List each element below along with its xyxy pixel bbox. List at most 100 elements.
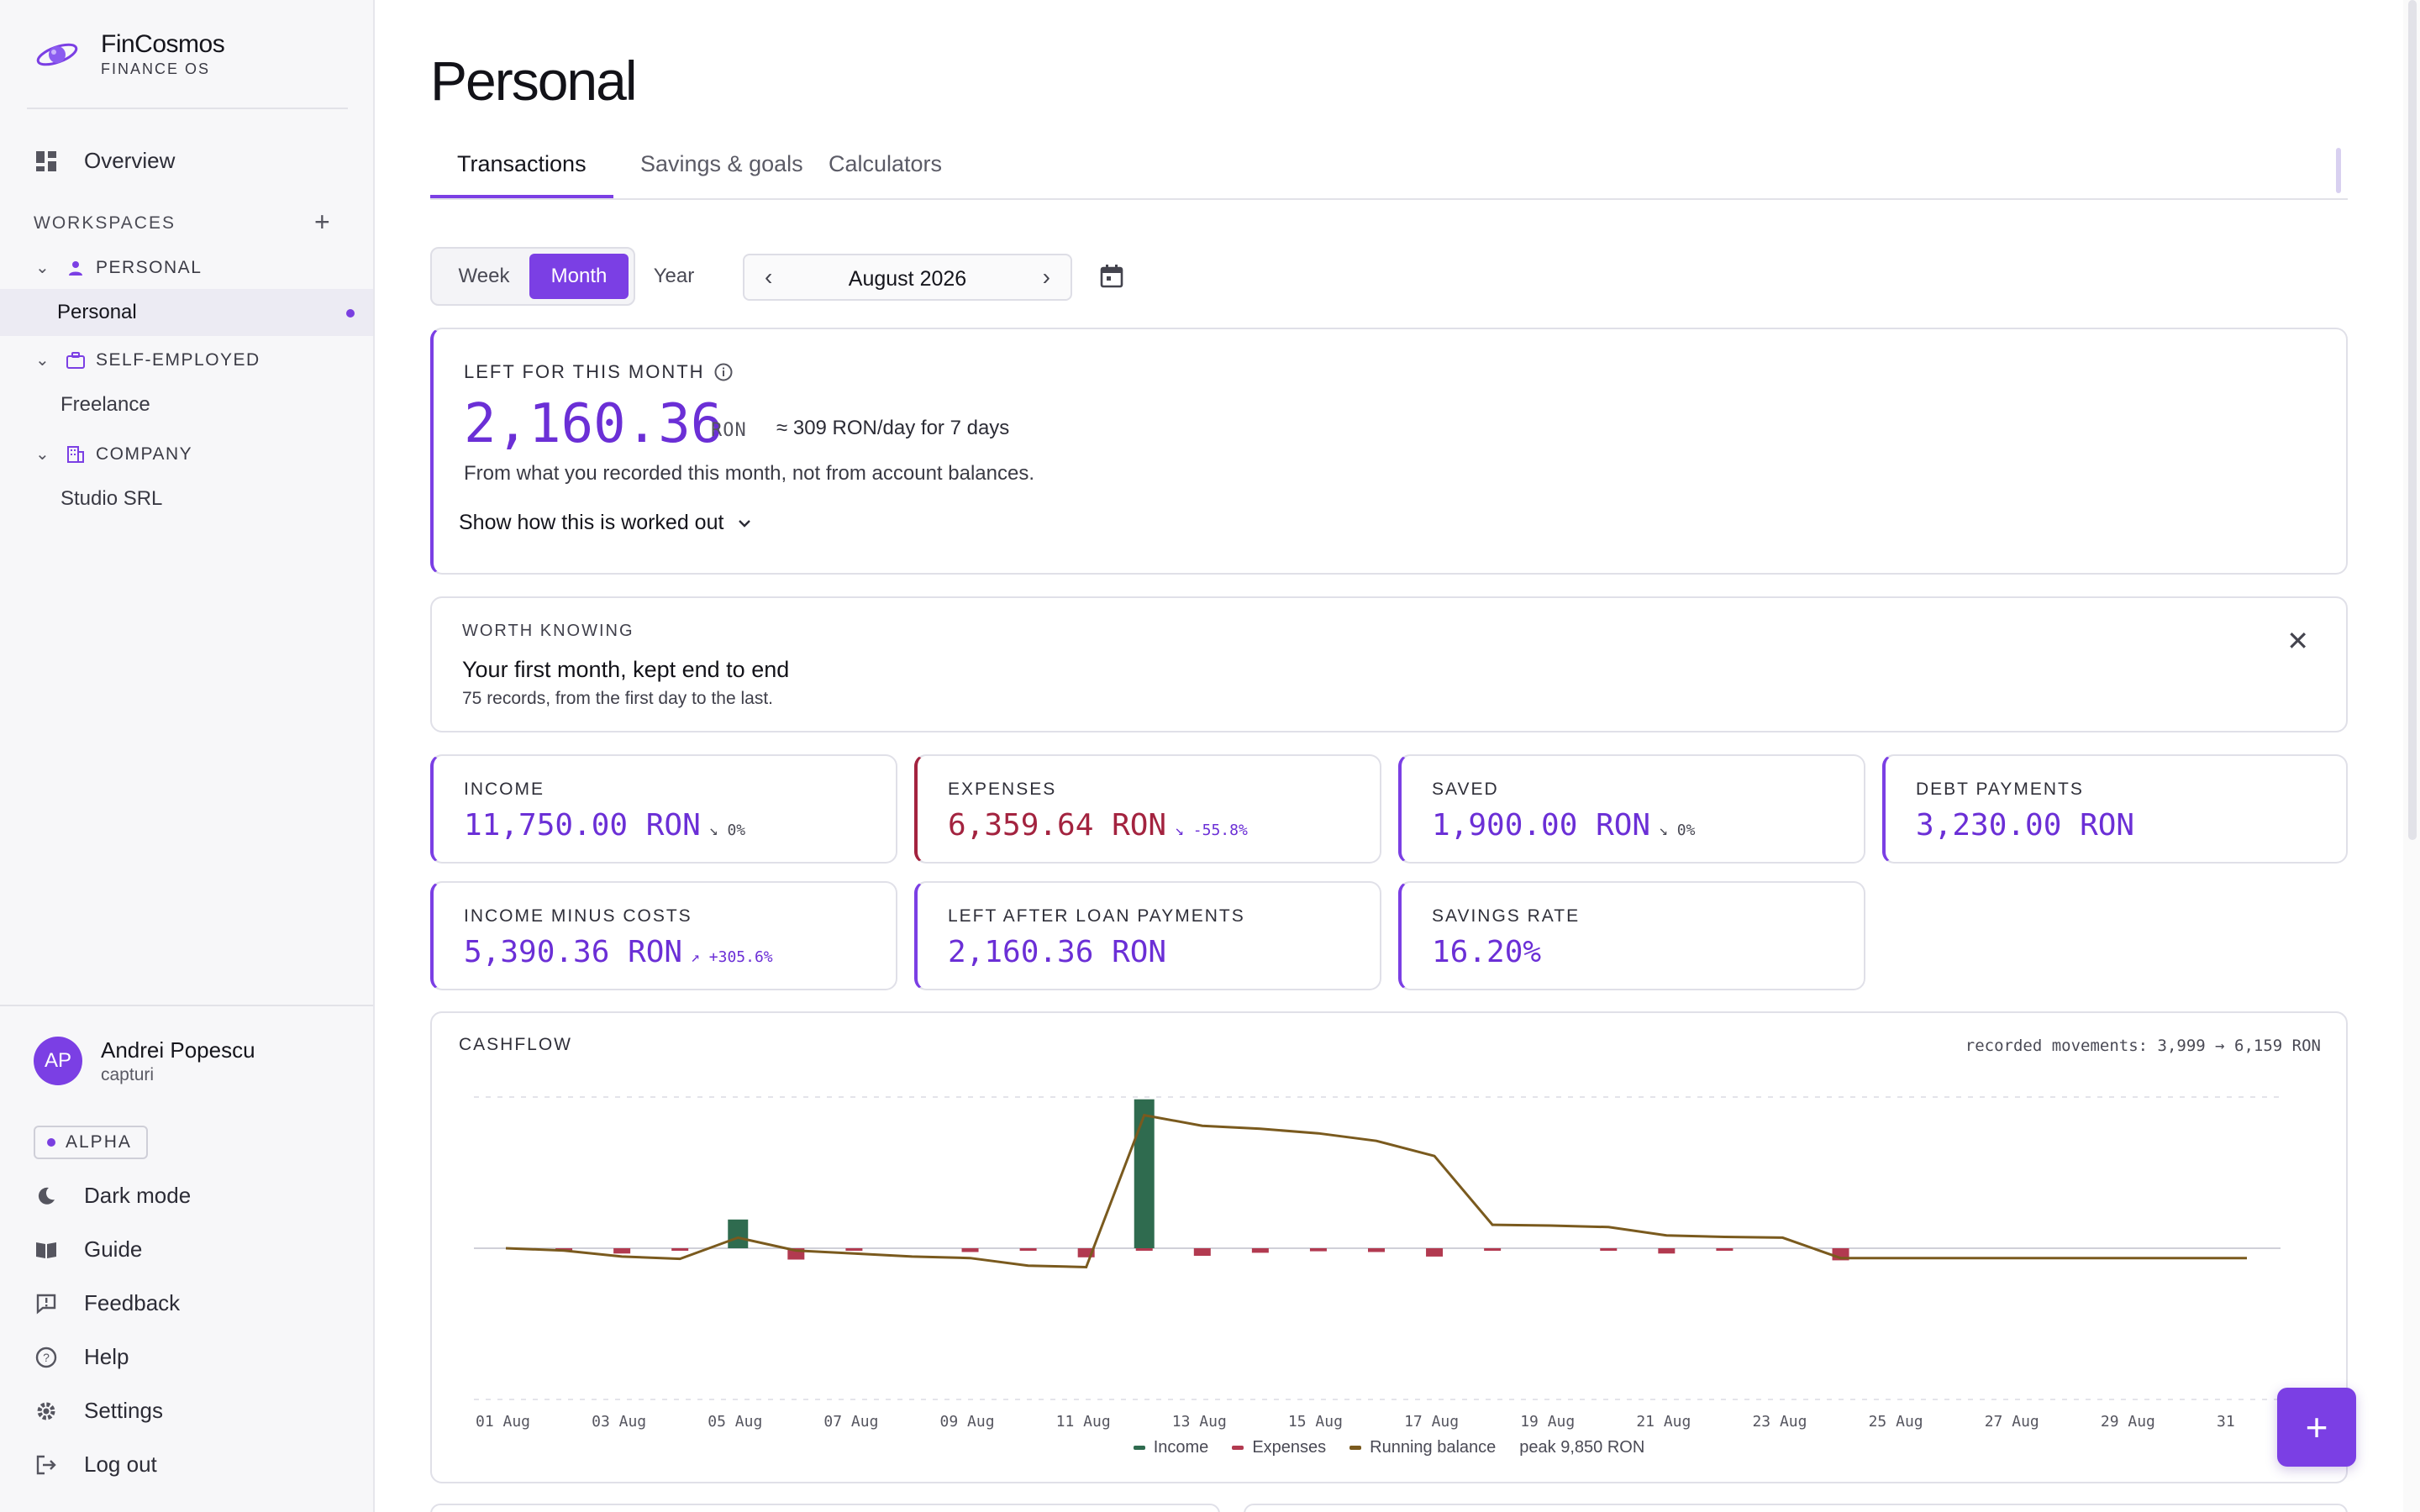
badge-dot [47, 1138, 55, 1147]
svg-text:?: ? [43, 1351, 50, 1364]
x-tick-label: 29 Aug [2101, 1413, 2155, 1431]
nav-help[interactable]: ? Help [34, 1344, 129, 1370]
cashflow-card: CASHFLOW recorded movements: 3,999 → 6,1… [430, 1011, 2348, 1483]
calendar-icon[interactable] [1099, 264, 1124, 289]
help-label: Help [84, 1344, 129, 1369]
group-personal-label: PERSONAL [96, 257, 203, 277]
dark-mode-label: Dark mode [84, 1183, 192, 1208]
year-option[interactable]: Year [653, 265, 695, 287]
chart-title: CASHFLOW [459, 1035, 573, 1054]
expense-bar [1135, 1248, 1153, 1251]
next-card-peek [1244, 1504, 2348, 1512]
legend-swatch [1232, 1446, 1244, 1450]
building-icon [67, 445, 84, 463]
nav-feedback[interactable]: Feedback [34, 1290, 180, 1316]
group-company[interactable]: ⌄ COMPANY [35, 444, 192, 465]
stat-label: SAVED [1432, 780, 1499, 799]
gear-icon [34, 1399, 59, 1424]
stat-change: ↘ 0% [708, 822, 746, 839]
nav-overview[interactable]: Overview [34, 148, 175, 174]
stat-value: 11,750.00 RON ↘ 0% [464, 808, 745, 843]
user-subtitle: capturi [101, 1064, 155, 1084]
left-explanation: From what you recorded this month, not f… [464, 462, 1034, 485]
expense-bar [1193, 1248, 1211, 1256]
sidebar: FinCosmos FINANCE OS Overview WORKSPACES… [0, 0, 375, 1512]
income-bar [1134, 1099, 1155, 1248]
x-tick-label: 27 Aug [1985, 1413, 2039, 1431]
logout-label: Log out [84, 1452, 157, 1477]
stat-debt-payments: DEBT PAYMENTS 3,230.00 RON [1882, 754, 2348, 864]
chart-annotation: recorded movements: 3,999 → 6,159 RON [1965, 1037, 2321, 1055]
stat-saved: SAVED 1,900.00 RON ↘ 0% [1398, 754, 1865, 864]
tab-savings-goals[interactable]: Savings & goals [640, 151, 803, 176]
stat-value: 5,390.36 RON ↗ +305.6% [464, 935, 773, 969]
x-tick-label: 21 Aug [1636, 1413, 1691, 1431]
stat-value-text: 6,359.64 RON [948, 808, 1167, 843]
prev-period-button[interactable]: ‹ [765, 264, 773, 290]
legend-income[interactable]: Income [1133, 1438, 1209, 1457]
help-icon: ? [34, 1345, 59, 1370]
x-tick-label: 05 Aug [708, 1413, 762, 1431]
book-icon [34, 1237, 59, 1263]
nav-logout[interactable]: Log out [34, 1452, 157, 1478]
legend-expenses[interactable]: Expenses [1232, 1438, 1326, 1457]
month-option[interactable]: Month [529, 254, 629, 299]
tab-transactions[interactable]: Transactions [457, 151, 587, 176]
main-content: Personal Transactions Savings & goals Ca… [375, 0, 2420, 1512]
x-tick-label: 09 Aug [940, 1413, 995, 1431]
scrollbar-thumb[interactable] [2408, 0, 2417, 840]
feedback-label: Feedback [84, 1290, 181, 1315]
expense-bar [1251, 1248, 1269, 1253]
add-workspace-button[interactable]: + [314, 207, 330, 237]
next-period-button[interactable]: › [1042, 264, 1050, 290]
nav-settings[interactable]: Settings [34, 1398, 163, 1424]
active-tab-indicator [430, 195, 613, 198]
workspace-item-studio-srl[interactable]: Studio SRL [60, 487, 163, 510]
peak-label: peak 9,850 RON [1519, 1438, 1645, 1457]
legend-running-balance[interactable]: Running balance [1349, 1438, 1496, 1457]
week-option[interactable]: Week [458, 265, 510, 287]
user-profile[interactable]: AP Andrei Popescu capturi [34, 1037, 255, 1085]
brand-name: FinCosmos [101, 30, 225, 58]
period-label: August 2026 [848, 267, 967, 291]
logout-icon [34, 1452, 59, 1478]
stat-change: ↗ +305.6% [691, 948, 773, 966]
group-personal[interactable]: ⌄ PERSONAL [35, 257, 202, 278]
show-how-toggle[interactable]: Show how this is worked out [459, 511, 754, 535]
stat-value-text: 11,750.00 RON [464, 808, 701, 843]
expense-bar [1426, 1248, 1444, 1257]
x-tick-label: 15 Aug [1288, 1413, 1343, 1431]
chevron-down-icon: ⌄ [35, 351, 51, 370]
nav-guide[interactable]: Guide [34, 1236, 142, 1263]
info-icon[interactable] [713, 362, 734, 382]
expense-bar [1077, 1248, 1095, 1257]
brand[interactable]: FinCosmos FINANCE OS [34, 30, 225, 78]
add-transaction-button[interactable]: + [2277, 1388, 2356, 1467]
expense-bar [961, 1248, 979, 1252]
show-how-label: Show how this is worked out [459, 511, 724, 534]
moon-icon [34, 1184, 59, 1209]
left-currency: RON [711, 420, 747, 441]
scrollbar[interactable] [2403, 0, 2420, 1512]
worth-knowing-card: WORTH KNOWING Your first month, kept end… [430, 596, 2348, 732]
workspaces-title: WORKSPACES [34, 213, 176, 233]
tab-calculators[interactable]: Calculators [829, 151, 943, 176]
stat-expenses: EXPENSES 6,359.64 RON ↘ -55.8% [914, 754, 1381, 864]
group-self-employed[interactable]: ⌄ SELF-EMPLOYED [35, 349, 260, 370]
expense-bar [671, 1248, 689, 1251]
divider [27, 108, 348, 109]
avatar: AP [34, 1037, 82, 1085]
workspace-item-personal[interactable]: Personal [0, 289, 373, 336]
brand-subtitle: FINANCE OS [101, 60, 211, 77]
dark-mode-toggle[interactable]: Dark mode [34, 1183, 191, 1209]
worth-knowing-label: WORTH KNOWING [462, 622, 634, 640]
per-day-estimate: ≈ 309 RON/day for 7 days [776, 417, 1010, 439]
legend-label: Income [1153, 1438, 1209, 1457]
legend-swatch [1349, 1446, 1362, 1450]
workspace-item-freelance[interactable]: Freelance [60, 393, 150, 416]
close-icon[interactable]: ✕ [2286, 626, 2309, 656]
stat-value: 16.20% [1432, 935, 1542, 969]
page-title: Personal [430, 50, 637, 112]
user-name: Andrei Popescu [101, 1037, 255, 1063]
x-tick-label: 23 Aug [1752, 1413, 1807, 1431]
